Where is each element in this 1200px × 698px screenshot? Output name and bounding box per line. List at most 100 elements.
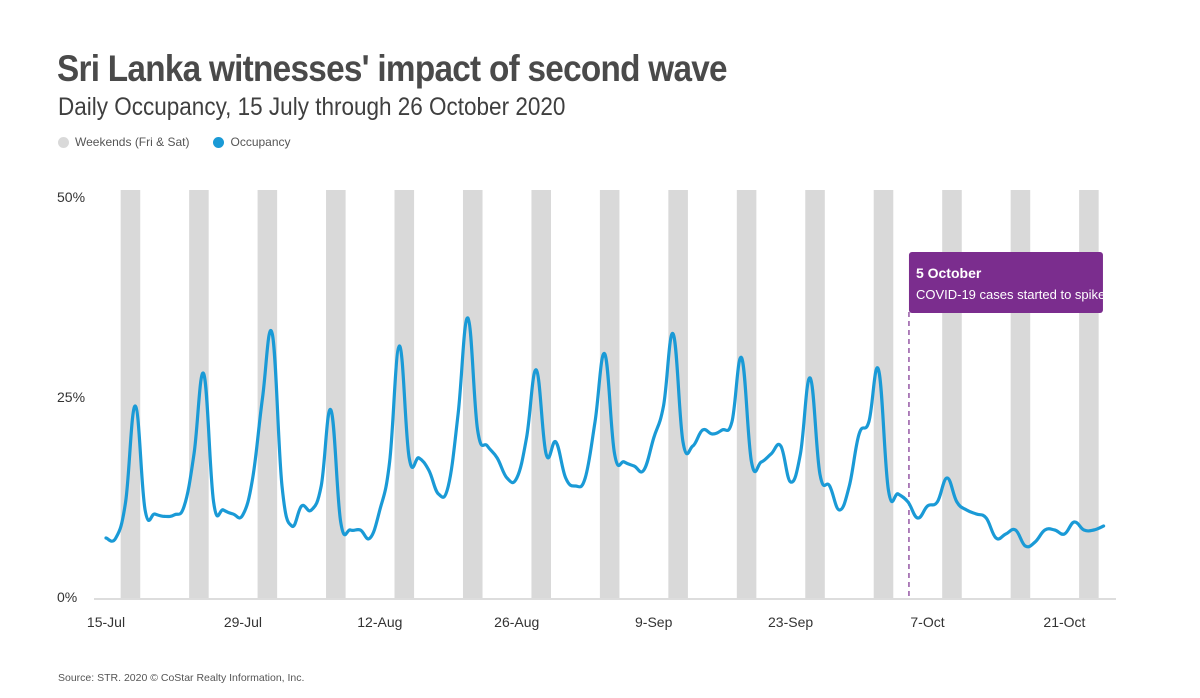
legend-item-weekends: Weekends (Fri & Sat) [58,135,189,149]
occupancy-point [1014,528,1018,532]
occupancy-point [358,528,362,532]
occupancy-point [505,476,509,480]
occupancy-point [691,444,695,448]
legend-label-occupancy: Occupancy [230,135,291,149]
occupancy-point [769,452,773,456]
occupancy-point [573,484,577,488]
occupancy-point [290,524,294,528]
occupancy-point [427,468,431,472]
occupancy-point [143,508,147,512]
occupancy-point [1004,532,1008,536]
occupancy-point [280,484,284,488]
occupancy-point [955,500,959,504]
occupancy-point [221,508,225,512]
occupancy-point [1053,528,1057,532]
occupancy-point [740,356,744,360]
occupancy-point [730,420,734,424]
occupancy-point [642,468,646,472]
occupancy-point [945,476,949,480]
occupancy-point [182,504,186,508]
occupancy-point [349,528,353,532]
occupancy-point [583,476,587,480]
x-tick-label: 9-Sep [635,614,673,630]
occupancy-point [339,520,343,524]
occupancy-point [153,512,157,516]
weekend-band [462,190,483,598]
occupancy-point [251,476,255,480]
occupancy-point [984,516,988,520]
occupancy-point [759,460,763,464]
weekend-band [326,190,346,598]
occupancy-point [231,512,235,516]
occupancy-point [133,404,137,408]
x-tick-label: 29-Jul [224,614,262,630]
occupancy-point [378,508,382,512]
occupancy-point [847,484,851,488]
occupancy-point [212,500,216,504]
x-tick-label: 21-Oct [1043,614,1085,630]
occupancy-point [926,504,930,508]
y-tick-label: 25% [57,389,85,405]
occupancy-point [554,440,558,444]
occupancy-point [534,368,538,372]
annotation-box [908,252,1103,313]
occupancy-point [309,508,313,512]
weekend-band [805,190,825,598]
occupancy-point [437,492,441,496]
occupancy-point [319,484,323,488]
occupancy-point [544,452,548,456]
occupancy-point [720,428,724,432]
occupancy-point [593,420,597,424]
occupancy-point [124,500,128,504]
occupancy-point [397,344,401,348]
weekend-swatch-icon [58,136,69,148]
y-tick-label: 50% [57,189,85,205]
occupancy-point [446,484,450,488]
occupancy-point [838,508,842,512]
occupancy-point [808,376,812,380]
occupancy-point [466,316,470,320]
occupancy-point [896,492,900,496]
occupancy-point [867,420,871,424]
occupancy-point [857,432,861,436]
weekend-band [257,190,278,598]
x-tick-label: 12-Aug [357,614,402,630]
occupancy-point [886,488,890,492]
occupancy-point [1033,540,1037,544]
weekend-band [120,190,141,598]
occupancy-point [818,472,822,476]
occupancy-point [798,452,802,456]
occupancy-point [750,460,754,464]
chart-title: Sri Lanka witnesses' impact of second wa… [57,48,728,89]
occupancy-point [1092,528,1096,532]
x-tick-label: 23-Sep [768,614,813,630]
axes: 0% 25% 50% 15-Jul 29-Jul 12-Aug 26-Aug 9-Sep 23-… [57,189,1116,630]
occupancy-point [681,440,685,444]
occupancy-point [906,500,910,504]
occupancy-point [241,513,245,517]
occupancy-point [417,456,421,460]
occupancy-point [525,436,529,440]
occupancy-point [1043,528,1047,532]
occupancy-point [456,412,460,416]
legend: Weekends (Fri & Sat) Occupancy [58,135,315,149]
occupancy-point [388,460,392,464]
occupancy-point [495,456,499,460]
occupancy-point [261,396,265,400]
occupancy-point [671,332,675,336]
occupancy-line [104,316,1106,549]
y-tick-label: 0% [57,589,77,605]
occupancy-swatch-icon [213,136,225,148]
occupancy-point [270,332,274,336]
occupancy-point [652,436,656,440]
occupancy-point [632,464,636,468]
x-tick-label: 7-Oct [910,614,944,630]
x-tick-label: 26-Aug [494,614,539,630]
occupancy-point [173,513,177,517]
annotation-text: COVID-19 cases started to spike [916,287,1105,302]
occupancy-point [701,428,705,432]
legend-item-occupancy: Occupancy [213,135,291,149]
annotation-title: 5 October [916,265,982,281]
occupancy-point [613,452,617,456]
